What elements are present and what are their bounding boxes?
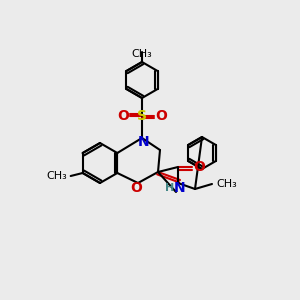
Text: O: O [155, 109, 167, 123]
Text: CH₃: CH₃ [46, 171, 67, 181]
Text: O: O [130, 181, 142, 195]
Text: S: S [137, 109, 147, 123]
Text: N: N [138, 135, 150, 149]
Text: CH₃: CH₃ [216, 179, 237, 189]
Text: H: H [165, 183, 175, 193]
Text: CH₃: CH₃ [132, 49, 152, 59]
Text: O: O [193, 160, 205, 174]
Text: N: N [174, 181, 186, 195]
Text: O: O [117, 109, 129, 123]
